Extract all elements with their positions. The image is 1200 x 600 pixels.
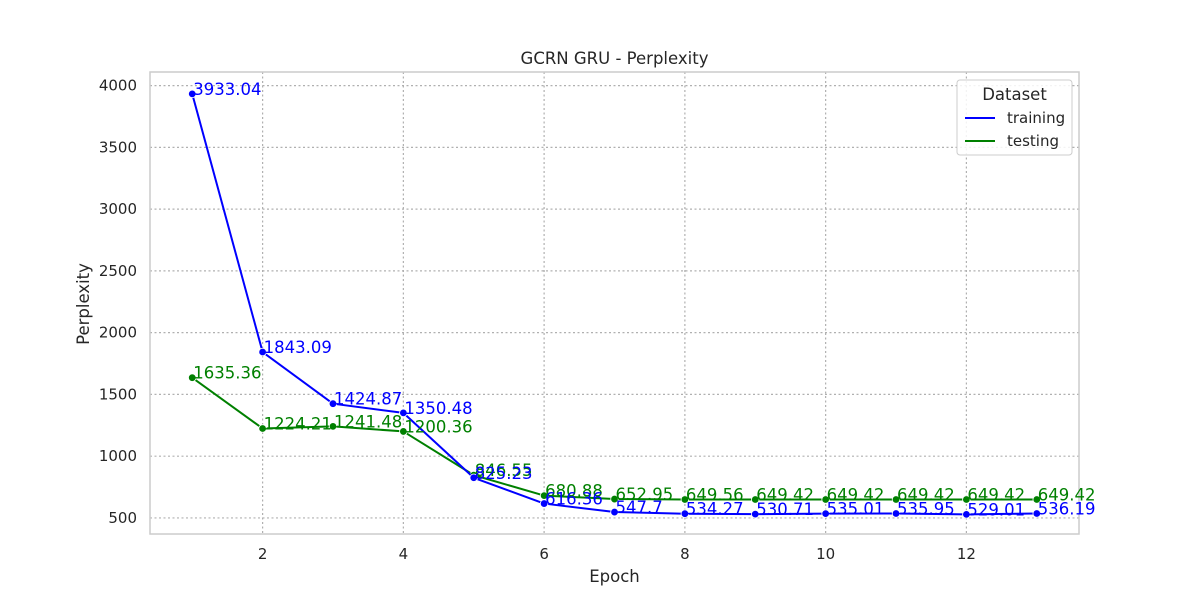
x-tick-label: 8 [680,545,690,563]
data-label-training: 825.23 [475,464,533,483]
data-point-testing [891,495,901,504]
data-point-training [962,510,971,519]
data-point-testing [1032,495,1041,504]
data-label-training: 529.01 [967,500,1025,519]
data-label-training: 530.71 [756,500,814,519]
data-label-training: 1424.87 [334,390,402,409]
y-tick-label: 2000 [99,324,137,342]
data-point-testing [188,373,197,382]
y-axis-title: Perplexity [74,263,93,345]
data-label-testing: 680.88 [545,482,603,501]
legend: Dataset training testing [956,79,1073,156]
series-lines [188,89,1041,519]
data-point-testing [258,424,267,433]
x-tick-label: 2 [258,545,268,563]
data-label-training: 1843.09 [264,338,332,357]
series-line-testing [191,376,1037,501]
y-tick-label: 2500 [99,262,137,280]
data-label-training: 536.19 [1038,499,1096,518]
data-label-testing: 1224.21 [264,414,332,433]
data-labels: 1635.36 1224.21 1241.48 1200.36 846.55 680.88… [193,80,1095,519]
data-point-testing [821,495,830,504]
data-label-testing: 649.42 [827,485,885,504]
data-label-testing: 1241.48 [334,412,402,431]
data-point-training [258,347,267,357]
y-tick-label: 3500 [99,138,137,156]
data-point-testing [962,495,971,504]
data-label-testing: 1200.36 [404,417,472,436]
data-label-training: 547.7 [616,498,663,517]
data-label-testing: 649.56 [686,485,744,504]
data-point-training [891,509,901,518]
legend-label-testing: testing [1007,132,1059,150]
data-label-testing: 1635.36 [193,364,261,383]
y-axis-ticks: 500 1000 1500 2000 2500 3000 3500 4000 [99,77,137,527]
data-point-training [610,507,619,517]
data-point-testing [751,495,760,504]
legend-box [956,79,1073,156]
x-tick-label: 10 [816,545,835,563]
data-label-testing: 649.42 [1038,485,1096,504]
data-point-training [328,399,338,408]
data-point-testing [399,427,408,436]
data-point-training [539,499,549,508]
chart-title: GCRN GRU - Perplexity [521,49,709,68]
data-point-training [751,509,760,519]
data-point-training [680,509,690,518]
data-label-training: 534.27 [686,500,744,519]
y-tick-label: 1000 [99,447,137,465]
x-tick-label: 4 [399,545,409,563]
series-line-training [191,93,1037,516]
y-tick-label: 1500 [99,385,137,403]
data-label-testing: 652.95 [616,485,674,504]
data-label-training: 1350.48 [404,399,472,418]
data-point-testing [680,495,690,504]
plot-area-frame [149,71,1080,535]
y-tick-label: 4000 [99,77,137,95]
data-point-training [821,509,830,518]
data-point-training [469,473,478,482]
x-axis-title: Epoch [589,567,640,586]
data-point-training [1032,509,1041,518]
legend-label-training: training [1007,109,1065,127]
data-label-training: 3933.04 [193,80,261,99]
data-point-training [399,408,408,418]
data-label-training: 535.95 [897,500,955,519]
data-point-training [188,89,197,99]
data-label-testing: 649.42 [756,485,814,504]
y-tick-label: 3000 [99,200,137,218]
data-label-training: 616.36 [545,490,603,509]
grid [150,72,1079,534]
data-label-testing: 649.42 [967,485,1025,504]
x-tick-label: 12 [957,545,976,563]
data-label-testing: 846.55 [475,461,533,480]
legend-title: Dataset [982,85,1047,104]
data-label-testing: 649.42 [897,485,955,504]
data-label-training: 535.01 [827,500,885,519]
x-tick-label: 6 [539,545,549,563]
x-axis-ticks: 2 4 6 8 10 12 [258,545,976,563]
data-point-testing [328,422,338,431]
data-point-testing [610,494,619,504]
y-tick-label: 500 [108,509,137,527]
